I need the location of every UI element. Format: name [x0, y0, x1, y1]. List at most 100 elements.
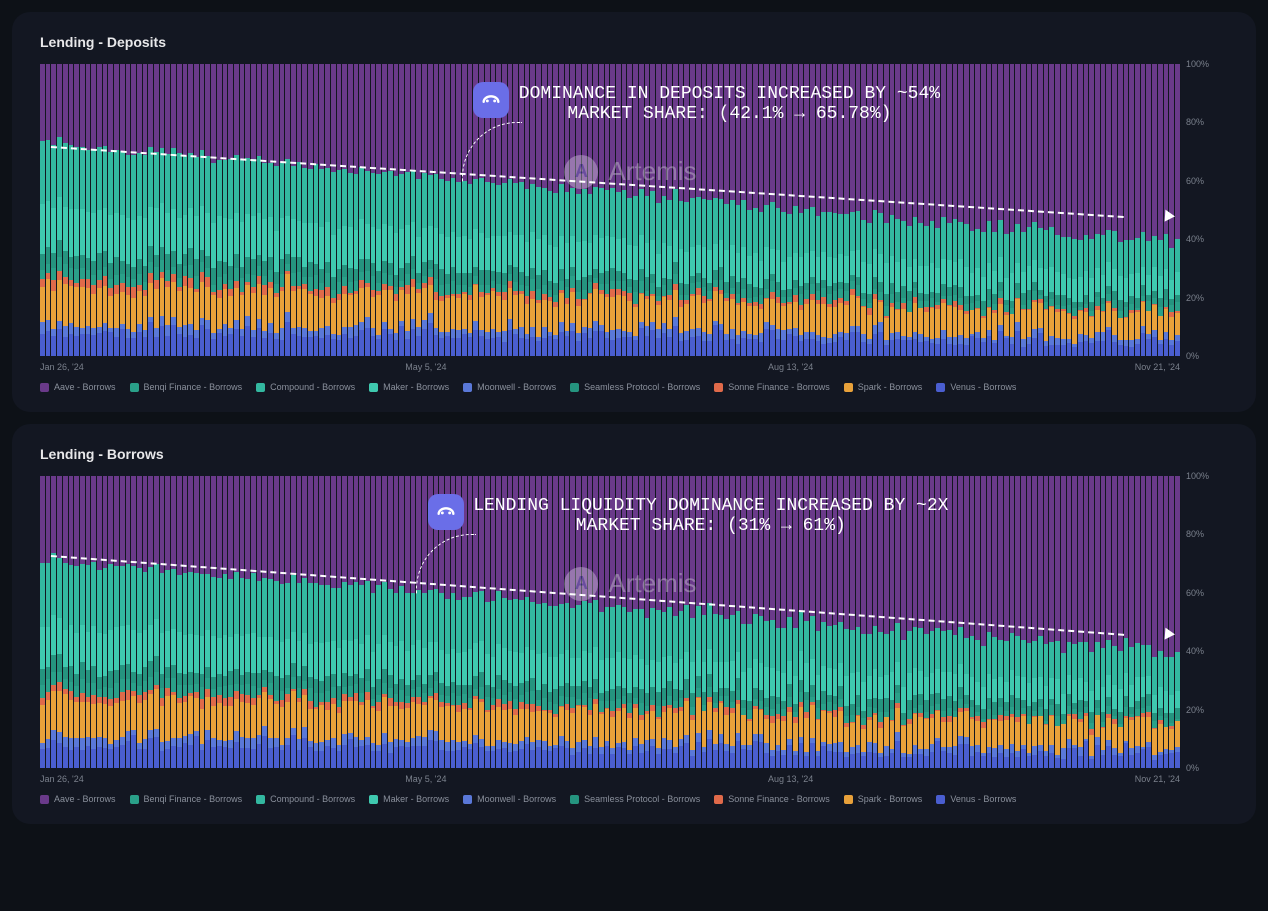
- legend-item-compound[interactable]: Compound - Borrows: [256, 794, 355, 804]
- bar-segment-maker: [1175, 691, 1180, 708]
- bar-segment-spark: [473, 285, 478, 320]
- bar-segment-moonwell: [508, 743, 513, 751]
- bar-segment-aave: [759, 64, 764, 212]
- bar-segment-benqi: [1152, 721, 1157, 728]
- bar-segment-seamless: [262, 261, 267, 275]
- legend-item-sonne[interactable]: Sonne Finance - Borrows: [714, 382, 830, 392]
- bar-segment-benqi: [485, 697, 490, 710]
- bar-segment-seamless: [639, 269, 644, 281]
- bar-segment-benqi: [770, 281, 775, 292]
- bar-segment-benqi: [525, 692, 530, 704]
- bar-segment-seamless: [456, 273, 461, 285]
- bar-segment-aave: [1061, 64, 1066, 237]
- bar-segment-aave: [1118, 476, 1123, 651]
- legend-swatch-icon: [130, 383, 139, 392]
- bar-segment-compound: [251, 159, 256, 216]
- bar-segment-seamless: [1135, 701, 1140, 709]
- bar-segment-moonwell: [707, 334, 712, 341]
- legend-item-aave[interactable]: Aave - Borrows: [40, 794, 116, 804]
- bar-segment-venus: [451, 751, 456, 768]
- bar-segment-aave: [1055, 64, 1060, 235]
- bar-segment-venus: [570, 755, 575, 769]
- bar-segment-benqi: [1044, 302, 1049, 309]
- bar-segment-benqi: [74, 686, 79, 697]
- bar-segment-aave: [365, 476, 370, 581]
- legend-item-venus[interactable]: Venus - Borrows: [936, 794, 1016, 804]
- bar-segment-venus: [901, 340, 906, 356]
- bar-segment-compound: [171, 569, 176, 629]
- bar-segment-spark: [588, 715, 593, 746]
- legend-item-benqi[interactable]: Benqi Finance - Borrows: [130, 794, 243, 804]
- bar-segment-aave: [131, 64, 136, 154]
- bar-segment-spark: [753, 306, 758, 335]
- bar-segment-venus: [160, 751, 165, 768]
- bar-segment-seamless: [57, 240, 62, 257]
- bar-segment-seamless: [1106, 286, 1111, 294]
- legend-item-spark[interactable]: Spark - Borrows: [844, 382, 923, 392]
- bar-segment-benqi: [1027, 300, 1032, 309]
- bar-segment-moonwell: [588, 328, 593, 338]
- legend-item-maker[interactable]: Maker - Borrows: [369, 794, 449, 804]
- bar-segment-maker: [719, 240, 724, 268]
- bar-segment-compound: [1004, 234, 1009, 278]
- bar-segment-benqi: [1146, 301, 1151, 311]
- bar-segment-maker: [1027, 266, 1032, 290]
- bar-segment-benqi: [856, 707, 861, 715]
- bar-segment-benqi: [542, 285, 547, 294]
- y-tick-label: 0%: [1186, 351, 1199, 361]
- bar-segment-spark: [411, 287, 416, 319]
- bar-segment-compound: [1106, 640, 1111, 676]
- bar-segment-venus: [759, 742, 764, 768]
- bar-segment-spark: [63, 284, 68, 326]
- bar-segment-maker: [878, 677, 883, 700]
- bar-segment-aave: [1129, 64, 1134, 240]
- bar-segment-seamless: [74, 674, 79, 686]
- legend-item-sonne[interactable]: Sonne Finance - Borrows: [714, 794, 830, 804]
- bar-segment-spark: [143, 296, 148, 330]
- bar-segment-compound: [302, 168, 307, 223]
- bar-segment-seamless: [508, 265, 513, 274]
- bar-segment-aave: [411, 476, 416, 593]
- bar-segment-compound: [930, 631, 935, 673]
- bar-segment-spark: [764, 299, 769, 321]
- bar-segment-aave: [958, 64, 963, 222]
- bar-segment-venus: [274, 747, 279, 768]
- legend-item-moonwell[interactable]: Moonwell - Borrows: [463, 794, 556, 804]
- bar-segment-venus: [662, 749, 667, 768]
- bar-segment-benqi: [359, 693, 364, 702]
- bar-segment-seamless: [987, 698, 992, 710]
- bar-segment-benqi: [679, 698, 684, 707]
- bar-segment-compound: [804, 209, 809, 253]
- legend-item-venus[interactable]: Venus - Borrows: [936, 382, 1016, 392]
- bar-segment-spark: [679, 307, 684, 334]
- legend-item-moonwell[interactable]: Moonwell - Borrows: [463, 382, 556, 392]
- legend-item-seamless[interactable]: Seamless Protocol - Borrows: [570, 382, 700, 392]
- bar-segment-benqi: [51, 268, 56, 280]
- bar-segment-venus: [365, 328, 370, 356]
- legend-label: Sonne Finance - Borrows: [728, 382, 830, 392]
- legend-item-maker[interactable]: Maker - Borrows: [369, 382, 449, 392]
- bar-segment-spark: [114, 703, 119, 740]
- bar-segment-spark: [736, 704, 741, 733]
- bar-segment-seamless: [422, 684, 427, 693]
- bar-segment-aave: [724, 476, 729, 619]
- bar-segment-compound: [342, 169, 347, 225]
- legend-item-spark[interactable]: Spark - Borrows: [844, 794, 923, 804]
- bar-segment-spark: [987, 720, 992, 747]
- bar-segment-maker: [63, 630, 68, 668]
- bar-segment-venus: [411, 329, 416, 356]
- bar-segment-spark: [376, 711, 381, 745]
- legend-item-aave[interactable]: Aave - Borrows: [40, 382, 116, 392]
- bar-segment-benqi: [57, 672, 62, 683]
- legend-item-seamless[interactable]: Seamless Protocol - Borrows: [570, 794, 700, 804]
- bar-segment-seamless: [411, 680, 416, 690]
- bar-segment-benqi: [878, 712, 883, 722]
- bar-segment-maker: [1112, 685, 1117, 709]
- bar-segment-venus: [194, 736, 199, 768]
- legend-item-benqi[interactable]: Benqi Finance - Borrows: [130, 382, 243, 392]
- bar-segment-benqi: [1118, 311, 1123, 318]
- legend-item-compound[interactable]: Compound - Borrows: [256, 382, 355, 392]
- bar-segment-benqi: [108, 688, 113, 699]
- bar-segment-maker: [205, 213, 210, 256]
- bar-segment-venus: [63, 337, 68, 356]
